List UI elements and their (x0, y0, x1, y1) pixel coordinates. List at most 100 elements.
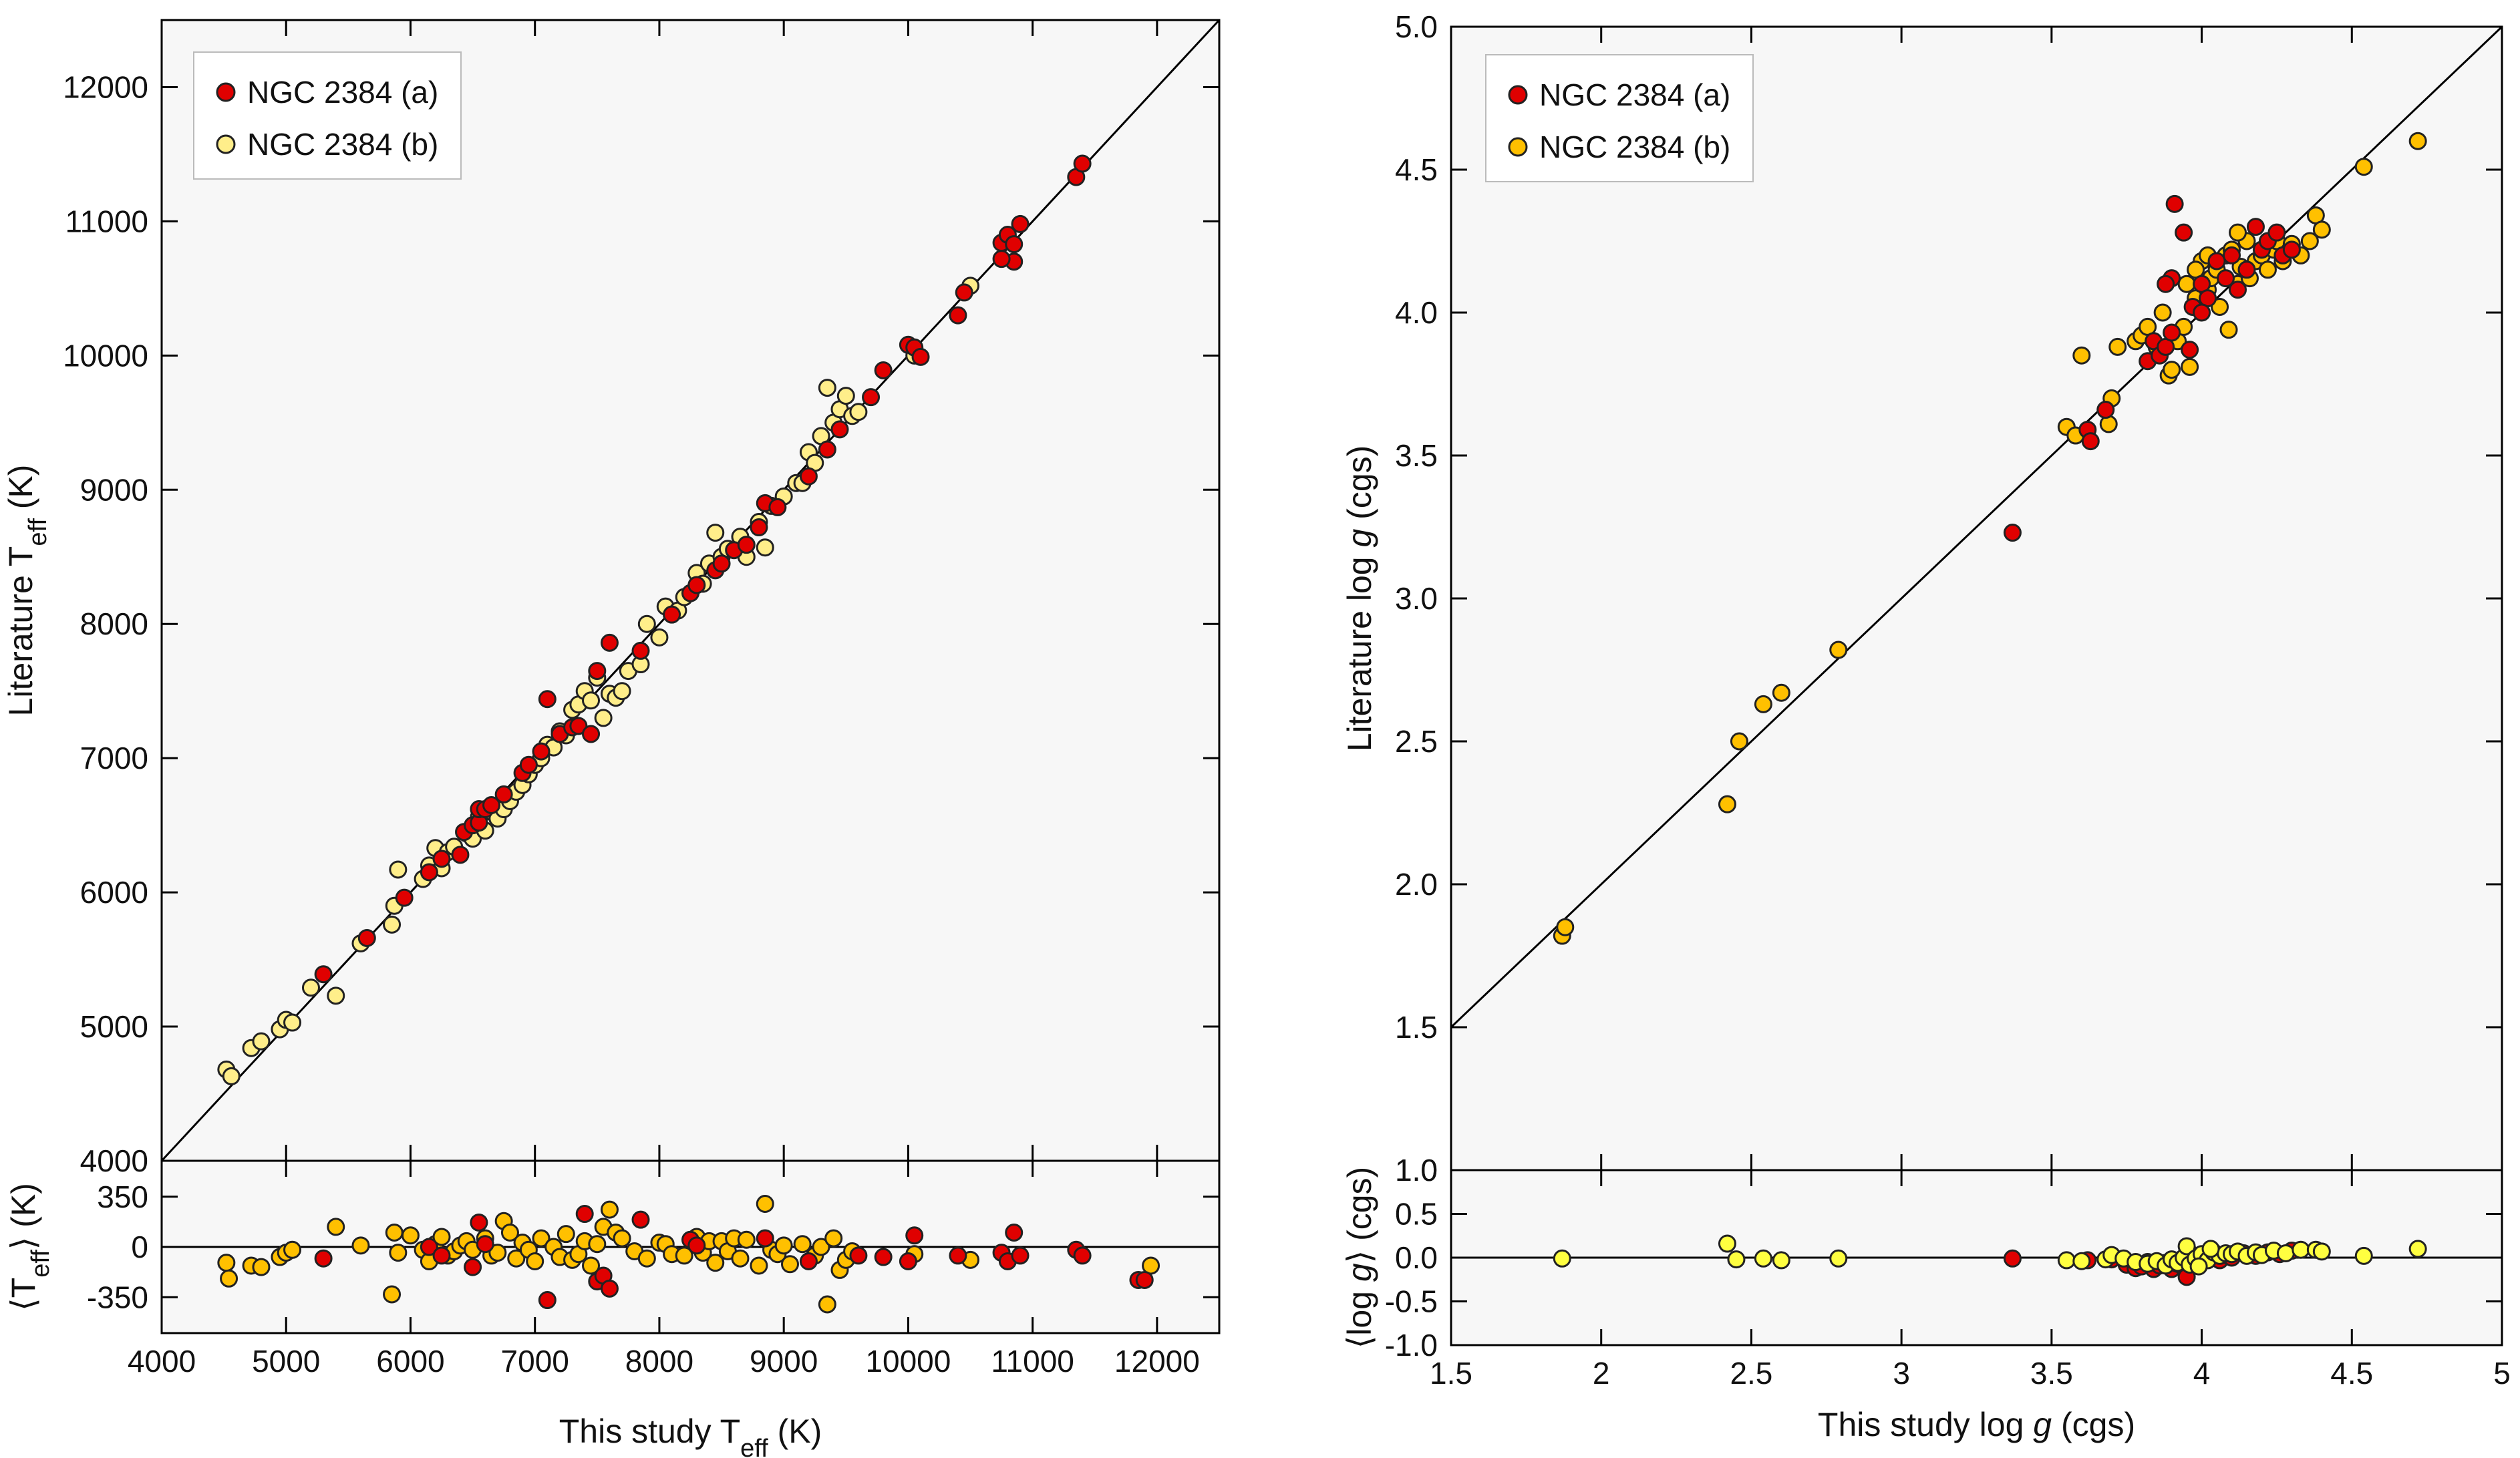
residual-point-a (849, 1246, 868, 1265)
data-point-b (327, 986, 345, 1005)
x-tick-label: 4 (2193, 1356, 2211, 1391)
data-point-a (1011, 214, 1030, 233)
data-point-a (532, 742, 550, 761)
x-tick-label: 12000 (1114, 1344, 1200, 1379)
residual-point-b (1829, 1249, 1848, 1268)
residual-y-axis-title: ⟨log g⟩ (cgs) (1341, 1167, 1378, 1348)
x-tick-label: 8000 (625, 1344, 693, 1379)
data-point-a (2207, 252, 2226, 270)
residual-point-b (582, 1256, 601, 1275)
legend-label: NGC 2384 (a) (1539, 77, 1730, 112)
x-tick-label: 5000 (252, 1344, 320, 1379)
x-tick-label: 11000 (991, 1344, 1074, 1379)
y-tick-label: 3.0 (1395, 581, 1438, 616)
residual-point-b (385, 1224, 404, 1242)
y-axis-title: Literature Teff (K) (2, 465, 52, 717)
data-point-a (2157, 275, 2175, 293)
data-point-b (613, 682, 631, 701)
y-tick-label: 10000 (63, 338, 148, 373)
data-point-a (799, 467, 818, 486)
data-point-b (2163, 361, 2181, 379)
y-tick-label: 7000 (80, 741, 148, 775)
x-tick-label: 3.5 (2030, 1356, 2073, 1391)
data-point-b (1718, 795, 1736, 813)
data-point-a (2217, 269, 2235, 288)
x-tick-label: 7000 (501, 1344, 569, 1379)
y-tick-label: 4000 (80, 1143, 148, 1178)
y-tick-label: 350 (97, 1179, 148, 1214)
data-point-a (2282, 240, 2301, 259)
data-point-b (222, 1067, 241, 1085)
residual-point-b (532, 1229, 550, 1248)
data-point-a (357, 928, 376, 947)
data-point-b (283, 1013, 302, 1032)
residual-point-b (818, 1295, 836, 1314)
data-point-a (395, 888, 414, 907)
data-point-b (2099, 415, 2118, 433)
residual-point-b (1727, 1250, 1746, 1269)
residual-point-b (327, 1218, 345, 1236)
y-tick-label: 8000 (80, 606, 148, 641)
residual-point-b (220, 1269, 239, 1288)
data-point-b (389, 860, 408, 879)
data-point-b (2354, 158, 2373, 176)
x-axis-title: This study log g (cgs) (1818, 1406, 2135, 1443)
data-point-b (2108, 337, 2127, 356)
residual-point-a (905, 1226, 924, 1245)
data-point-a (631, 641, 650, 660)
legend-label: NGC 2384 (a) (247, 75, 438, 110)
legend-box (193, 51, 462, 180)
data-point-a (2081, 432, 2100, 451)
legend-marker (1508, 85, 1528, 105)
data-point-b (637, 614, 656, 633)
data-point-a (737, 536, 756, 554)
x-tick-label: 10000 (865, 1344, 951, 1379)
data-point-b (2312, 220, 2331, 239)
legend-marker (1508, 137, 1528, 157)
data-point-a (750, 518, 768, 537)
data-point-a (2175, 223, 2193, 242)
data-point-a (582, 725, 601, 743)
residual-point-b (252, 1258, 271, 1276)
residual-point-b (737, 1230, 756, 1249)
y-tick-label: 9000 (80, 472, 148, 507)
data-point-b (2072, 346, 2091, 365)
legend-label: NGC 2384 (b) (1539, 130, 1730, 164)
y-tick-label: 4.0 (1395, 295, 1438, 330)
data-point-a (712, 554, 731, 573)
x-tick-label: 9000 (750, 1344, 818, 1379)
residual-point-b (2189, 1257, 2208, 1276)
data-point-b (1754, 695, 1772, 713)
data-point-a (911, 347, 930, 366)
data-point-b (1556, 918, 1575, 936)
residual-point-b (600, 1200, 619, 1219)
residual-point-b (2354, 1246, 2373, 1265)
y-tick-label: 6000 (80, 875, 148, 910)
residual-point-b (824, 1229, 843, 1248)
residual-point-a (799, 1252, 818, 1270)
residual-point-b (217, 1254, 236, 1272)
x-tick-label: 2 (1593, 1356, 1610, 1391)
data-point-b (1829, 641, 1848, 659)
y-tick-label: 5.0 (1395, 9, 1438, 44)
residual-point-b (2408, 1240, 2427, 1258)
residual-point-b (557, 1225, 575, 1244)
legend-marker (216, 82, 236, 102)
y-axis-title: Literature log g (cgs) (1341, 445, 1378, 752)
data-point-b (650, 628, 669, 647)
data-point-b (2181, 357, 2199, 376)
residual-point-b (706, 1254, 725, 1272)
residual-point-b (351, 1236, 370, 1255)
y-tick-label: 4.5 (1395, 152, 1438, 187)
x-tick-label: 4000 (128, 1344, 196, 1379)
data-point-b (2229, 223, 2247, 242)
residual-point-a (464, 1258, 482, 1276)
data-point-a (2193, 303, 2211, 322)
y-tick-label: 0.5 (1395, 1197, 1438, 1232)
data-point-a (432, 850, 451, 868)
data-point-b (2300, 232, 2319, 250)
y-tick-label: 5000 (80, 1009, 148, 1044)
data-point-b (2211, 297, 2229, 316)
y-tick-label: 1.0 (1395, 1153, 1438, 1188)
residual-point-b (613, 1229, 631, 1248)
